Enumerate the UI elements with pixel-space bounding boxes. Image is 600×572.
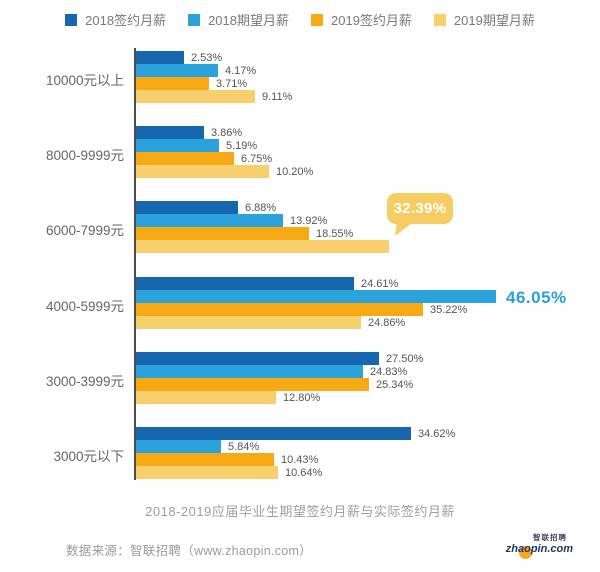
bar-2018期望月薪-8000-9999元 <box>136 139 219 152</box>
legend: 2018签约月薪 2018期望月薪 2019签约月薪 2019期望月薪 <box>0 10 600 29</box>
bar-2019签约月薪-8000-9999元 <box>136 152 234 165</box>
bar-2018期望月薪-4000-5999元 <box>136 290 496 303</box>
legend-item-2018-signed: 2018签约月薪 <box>65 10 166 29</box>
legend-item-2019-signed: 2019签约月薪 <box>311 10 412 29</box>
highlight-value-label: 46.05% <box>506 288 567 307</box>
bar-value-label: 10.20% <box>276 166 314 178</box>
callout-bubble: 32.39% <box>387 193 453 238</box>
bar-2019签约月薪-3000-3999元 <box>136 378 369 391</box>
bar-value-label: 6.75% <box>241 153 273 165</box>
legend-label: 2018签约月薪 <box>85 13 167 28</box>
bar-2019期望月薪-8000-9999元 <box>136 165 269 178</box>
bar-value-label: 5.84% <box>228 441 260 453</box>
bar-value-label: 5.19% <box>226 140 258 152</box>
bar-2019期望月薪-6000-7999元 <box>136 240 389 253</box>
legend-item-2018-expected: 2018期望月薪 <box>188 10 289 29</box>
axis-line <box>134 48 136 480</box>
source-note: 数据来源：智联招聘（www.zhaopin.com） <box>66 544 313 558</box>
legend-swatch-2018-signed <box>65 13 78 26</box>
legend-swatch-2018-expected <box>188 13 201 26</box>
bar-value-label: 3.86% <box>211 127 243 139</box>
bar-2019期望月薪-4000-5999元 <box>136 316 361 329</box>
logo-chinese-text: 智联招聘 <box>533 533 567 542</box>
callout-bubble-tail <box>395 221 412 238</box>
bar-2019期望月薪-3000-3999元 <box>136 391 276 404</box>
bar-2019签约月薪-4000-5999元 <box>136 303 423 316</box>
legend-label: 2019期望月薪 <box>453 13 535 28</box>
bar-value-label: 18.55% <box>316 228 354 240</box>
bar-2019期望月薪-3000元以下 <box>136 466 278 479</box>
category-label: 10000元以上 <box>45 73 124 88</box>
bar-value-label: 25.34% <box>376 379 414 391</box>
category-label: 4000-5999元 <box>45 299 124 314</box>
category-label: 6000-7999元 <box>45 223 124 238</box>
category-label: 3000-3999元 <box>45 374 124 389</box>
category-label: 8000-9999元 <box>45 148 124 163</box>
bar-2018签约月薪-6000-7999元 <box>136 201 238 214</box>
logo-domain: zhaopin.com <box>505 542 573 555</box>
bar-value-label: 24.61% <box>361 278 399 290</box>
bar-value-label: 24.86% <box>368 317 406 329</box>
bar-2018期望月薪-3000-3999元 <box>136 365 363 378</box>
bar-value-label: 9.11% <box>262 91 293 103</box>
bar-2018期望月薪-3000元以下 <box>136 440 221 453</box>
category-label: 3000元以下 <box>53 449 124 464</box>
logo-orange-dot-icon <box>519 545 532 559</box>
logo-domain-text: zhaopin.com <box>497 542 573 559</box>
zhaopin-logo: 智联招聘 zhaopin.com <box>497 533 573 559</box>
bar-2018期望月薪-10000元以上 <box>136 64 218 77</box>
chart-title: 2018-2019应届毕业生期望签约月薪与实际签约月薪 <box>145 504 455 519</box>
bar-2018签约月薪-4000-5999元 <box>136 277 354 290</box>
bar-value-label: 3.71% <box>216 78 248 90</box>
bar-2018期望月薪-6000-7999元 <box>136 214 283 227</box>
bar-value-label: 24.83% <box>370 366 408 378</box>
bar-value-label: 12.80% <box>283 392 321 404</box>
bar-2019期望月薪-10000元以上 <box>136 90 255 103</box>
bar-value-label: 27.50% <box>386 353 424 365</box>
legend-swatch-2019-signed <box>311 13 323 26</box>
bar-2019签约月薪-3000元以下 <box>136 453 274 466</box>
legend-item-2019-expected: 2019期望月薪 <box>433 10 535 29</box>
bar-2019签约月薪-6000-7999元 <box>136 227 309 240</box>
bar-value-label: 2.53% <box>191 52 223 64</box>
legend-swatch-2019-expected <box>433 13 446 26</box>
bar-2018签约月薪-10000元以上 <box>136 51 184 64</box>
bar-value-label: 34.62% <box>418 428 456 440</box>
legend-label: 2018期望月薪 <box>208 13 289 28</box>
bar-2018签约月薪-8000-9999元 <box>136 126 204 139</box>
bar-value-label: 35.22% <box>430 304 468 316</box>
bar-2019签约月薪-10000元以上 <box>136 77 209 90</box>
bar-value-label: 6.88% <box>245 202 277 214</box>
bar-value-label: 4.17% <box>225 65 257 77</box>
bar-value-label: 13.92% <box>290 215 328 227</box>
bar-value-label: 10.43% <box>281 454 319 466</box>
bar-value-label: 10.64% <box>285 467 323 479</box>
legend-label: 2019签约月薪 <box>331 13 412 28</box>
bar-2018签约月薪-3000-3999元 <box>136 352 379 365</box>
bar-2018签约月薪-3000元以下 <box>136 427 411 440</box>
